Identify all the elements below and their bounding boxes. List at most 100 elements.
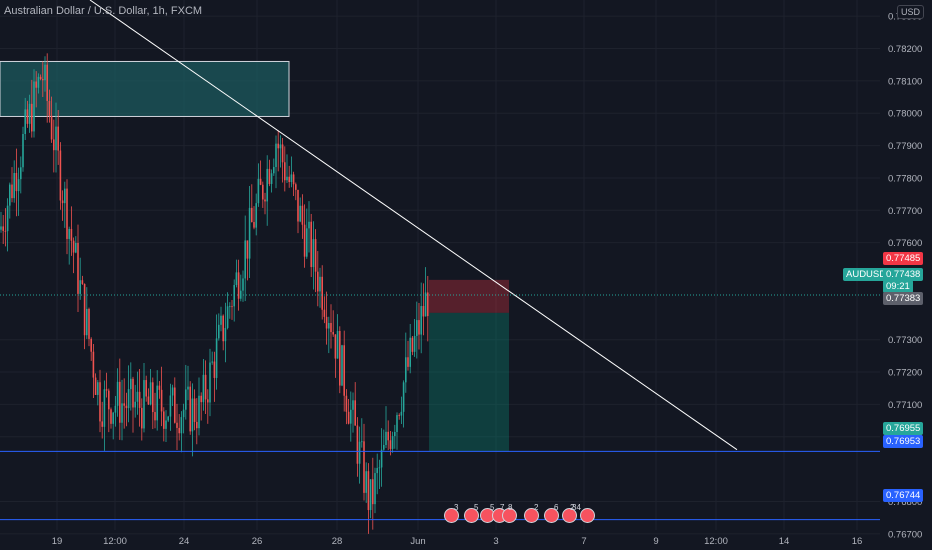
candle-body xyxy=(149,382,152,405)
candle-body xyxy=(92,351,95,378)
candle-body xyxy=(281,144,284,163)
symbol-title: Australian Dollar / U.S. Dollar, 1h, FXC… xyxy=(4,5,203,17)
candle-body xyxy=(268,168,271,184)
supply-zone[interactable] xyxy=(0,60,290,117)
candle-body xyxy=(50,115,53,140)
candle-body xyxy=(97,382,99,395)
candle-body xyxy=(57,126,59,151)
candle-body xyxy=(77,242,79,294)
candle-body xyxy=(125,405,128,409)
candle-body xyxy=(336,331,339,359)
candle-body xyxy=(424,292,427,317)
event-flag-icon[interactable] xyxy=(464,508,479,523)
candle-body xyxy=(193,398,196,422)
candle-body xyxy=(286,176,288,181)
candle-body xyxy=(64,188,66,204)
event-flag-icon[interactable] xyxy=(580,508,595,523)
drawn-lines[interactable] xyxy=(0,0,880,521)
candle-body xyxy=(101,421,103,427)
candle-body xyxy=(42,79,44,81)
candle-body xyxy=(306,228,308,257)
candle-body xyxy=(284,162,286,181)
candle-body xyxy=(387,431,389,441)
candle-body xyxy=(222,315,224,342)
candle-body xyxy=(248,207,251,259)
candle-body xyxy=(0,226,2,230)
entry-price-tag: 0.77383 xyxy=(883,292,924,305)
price-axis-label: 0.77900 xyxy=(888,141,922,152)
candle-body xyxy=(295,184,297,190)
candle-body xyxy=(26,109,29,124)
price-axis-label: 0.78200 xyxy=(888,44,922,55)
candle-body xyxy=(204,374,207,400)
time-axis-label: 24 xyxy=(179,536,190,547)
candle-body xyxy=(121,403,123,423)
candle-body xyxy=(350,409,352,424)
currency-badge[interactable]: USD xyxy=(896,5,924,19)
candle-body xyxy=(15,172,18,192)
candle-body xyxy=(39,76,42,80)
candle-body xyxy=(378,467,381,469)
price-axis-label: 0.77300 xyxy=(888,335,922,346)
last-price-tag: 0.77438 xyxy=(883,268,924,281)
short-position-tool[interactable] xyxy=(429,279,509,452)
price-axis-label: 0.76700 xyxy=(888,529,922,540)
candle-body xyxy=(369,479,372,511)
candle-body xyxy=(334,334,337,359)
price-axis-label: 0.77800 xyxy=(888,173,922,184)
time-axis-label: Jun xyxy=(410,536,425,547)
event-flag-icon[interactable] xyxy=(502,508,517,523)
event-count: 5 xyxy=(474,503,479,512)
candle-body xyxy=(398,415,400,416)
candle-body xyxy=(321,276,323,310)
event-flag-icon[interactable] xyxy=(524,508,539,523)
candle-body xyxy=(279,144,282,149)
event-count: 3 xyxy=(454,503,459,512)
countdown-tag: 09:21 xyxy=(883,280,913,293)
event-count: 34 xyxy=(572,503,581,512)
candle-body xyxy=(310,221,312,268)
candle-body xyxy=(48,100,51,116)
candle-body xyxy=(224,327,227,342)
candle-body xyxy=(119,381,121,423)
trendline xyxy=(89,0,738,451)
supply-zone-rect xyxy=(0,60,290,117)
candle-body xyxy=(385,431,387,446)
candle-body xyxy=(200,395,202,403)
candle-body xyxy=(114,405,117,413)
event-flag-icon[interactable] xyxy=(562,508,577,523)
candle-body xyxy=(37,76,40,88)
event-flag-icon[interactable] xyxy=(544,508,559,523)
candle-body xyxy=(68,228,70,239)
candle-body xyxy=(147,396,150,405)
time-axis[interactable]: 19 12:00 24 26 28 Jun 3 7 9 12:00 14 16 xyxy=(52,536,863,547)
event-count: 5 xyxy=(490,503,495,512)
candle-body xyxy=(361,441,363,443)
candle-body xyxy=(75,242,77,253)
candle-body xyxy=(2,226,4,231)
candle-body xyxy=(136,391,139,402)
event-flag-icon[interactable] xyxy=(444,508,459,523)
candle-body xyxy=(90,338,92,352)
candle-body xyxy=(176,422,178,428)
time-axis-label: 19 xyxy=(52,536,63,547)
candle-body xyxy=(356,425,359,464)
candle-body xyxy=(259,178,262,185)
event-count: 7 xyxy=(500,503,505,512)
candle-body xyxy=(218,324,220,339)
support-price-tag: 0.76744 xyxy=(883,489,924,502)
candle-body xyxy=(297,189,299,222)
candle-body xyxy=(314,239,317,272)
candle-body xyxy=(416,320,418,336)
candle-body xyxy=(6,205,9,232)
time-axis-label: 3 xyxy=(493,536,498,547)
candle-body xyxy=(9,184,11,206)
candle-body xyxy=(185,389,187,410)
candle-body xyxy=(171,387,174,396)
candle-body xyxy=(372,479,374,505)
stop-price-tag: 0.77485 xyxy=(883,252,924,265)
candle-body xyxy=(220,315,222,325)
candle-body xyxy=(244,240,246,279)
candle-body xyxy=(160,389,163,412)
